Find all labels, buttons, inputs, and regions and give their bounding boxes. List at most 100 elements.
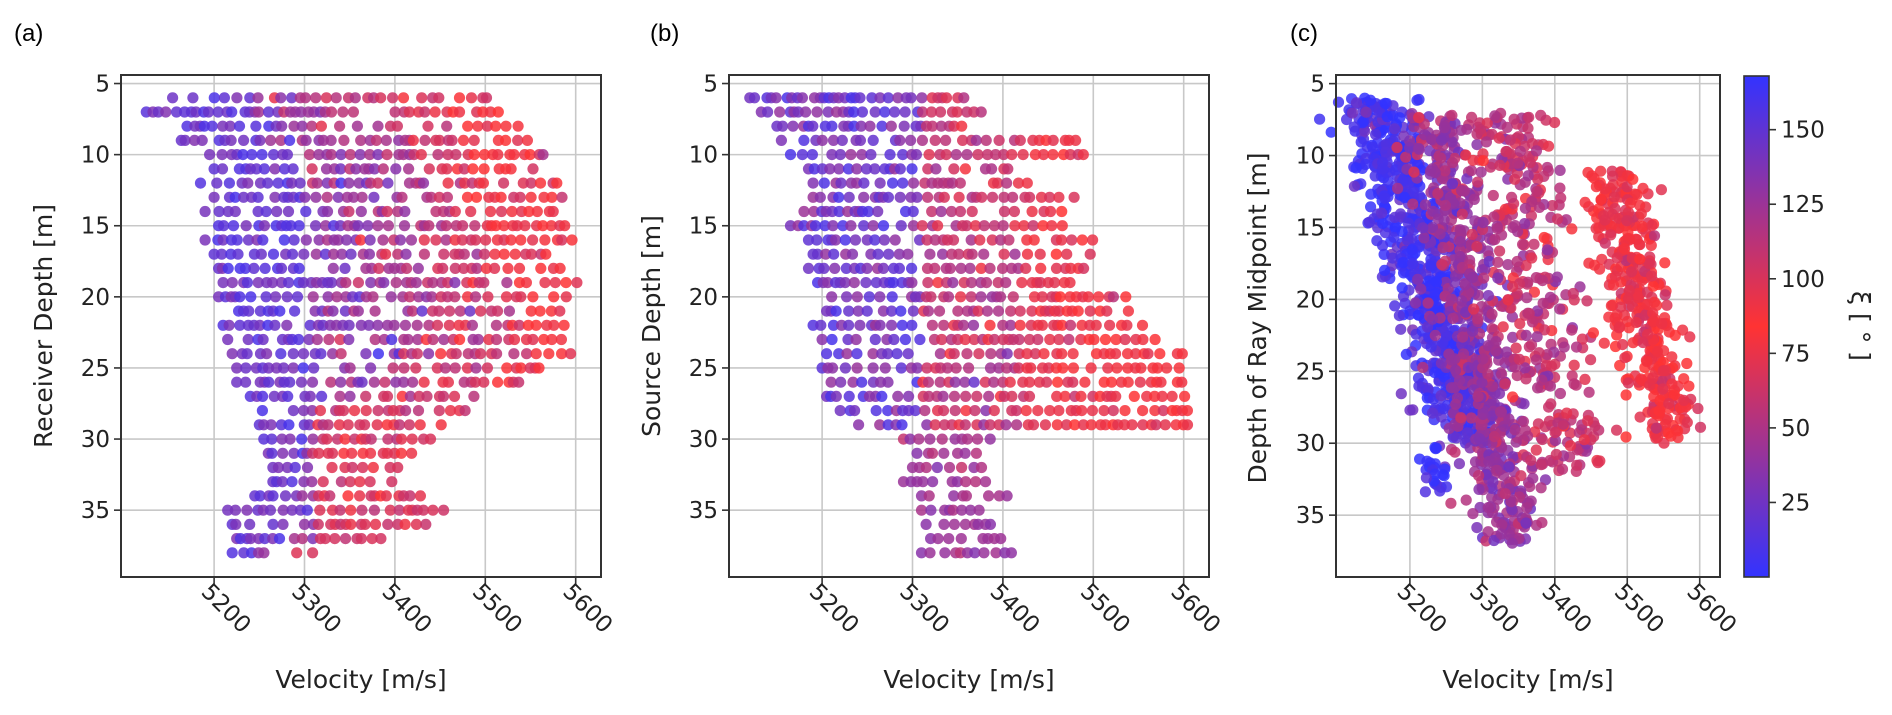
data-point bbox=[263, 106, 275, 118]
data-point bbox=[924, 248, 936, 260]
data-point bbox=[260, 205, 272, 218]
data-point bbox=[1149, 333, 1161, 346]
data-point bbox=[948, 390, 961, 402]
data-point bbox=[1380, 138, 1392, 150]
data-point bbox=[1443, 422, 1455, 434]
data-point bbox=[874, 92, 886, 104]
data-point bbox=[423, 319, 435, 331]
data-point bbox=[1549, 426, 1561, 439]
data-point bbox=[226, 348, 238, 360]
data-point bbox=[848, 277, 860, 289]
data-point bbox=[1051, 390, 1063, 402]
data-point bbox=[811, 248, 824, 260]
data-point bbox=[519, 220, 531, 232]
data-point bbox=[342, 490, 354, 502]
data-point bbox=[1477, 155, 1489, 167]
data-point bbox=[234, 319, 246, 331]
data-point bbox=[1634, 253, 1646, 265]
data-point bbox=[1609, 270, 1621, 282]
data-point bbox=[286, 476, 298, 488]
data-point bbox=[1517, 415, 1529, 428]
data-point bbox=[1496, 368, 1508, 380]
data-point bbox=[974, 234, 986, 246]
data-point bbox=[340, 234, 353, 246]
data-point bbox=[269, 163, 281, 175]
data-point bbox=[1001, 177, 1013, 189]
data-point bbox=[1605, 229, 1617, 241]
data-point bbox=[269, 291, 282, 303]
data-point bbox=[327, 305, 339, 317]
data-point bbox=[179, 134, 191, 146]
data-point bbox=[401, 262, 413, 274]
data-point bbox=[459, 405, 471, 417]
data-point bbox=[1389, 123, 1401, 135]
axes-frame-b bbox=[728, 74, 1210, 578]
data-point bbox=[306, 476, 318, 488]
data-point bbox=[424, 433, 437, 445]
data-point bbox=[1635, 208, 1647, 220]
data-point bbox=[1666, 378, 1678, 390]
data-point bbox=[1389, 300, 1401, 312]
data-point bbox=[1001, 490, 1013, 502]
data-point bbox=[966, 248, 978, 260]
data-point bbox=[226, 277, 238, 289]
data-point bbox=[1445, 293, 1458, 305]
data-point bbox=[512, 120, 524, 132]
data-point bbox=[886, 305, 898, 317]
data-point bbox=[960, 476, 972, 488]
data-point bbox=[1669, 329, 1681, 341]
data-point bbox=[894, 163, 906, 175]
data-point bbox=[1465, 165, 1478, 177]
data-point bbox=[787, 120, 799, 132]
data-point bbox=[1079, 376, 1091, 388]
data-point bbox=[1666, 351, 1678, 363]
data-point bbox=[1063, 333, 1075, 346]
data-point bbox=[418, 248, 430, 260]
data-point bbox=[503, 305, 515, 317]
data-point bbox=[513, 319, 525, 331]
data-point bbox=[1445, 497, 1457, 509]
data-point bbox=[1137, 419, 1149, 431]
data-point bbox=[1044, 405, 1056, 417]
data-point bbox=[1377, 217, 1389, 229]
data-point bbox=[889, 106, 901, 118]
data-point bbox=[819, 220, 831, 232]
data-point bbox=[1462, 361, 1474, 374]
data-point bbox=[1036, 291, 1048, 303]
data-point bbox=[387, 362, 399, 374]
data-point bbox=[1067, 376, 1079, 388]
data-point bbox=[1376, 207, 1388, 219]
y-tick-label: 30 bbox=[1296, 431, 1325, 457]
data-point bbox=[811, 234, 823, 246]
data-point bbox=[1021, 248, 1034, 260]
data-point bbox=[809, 220, 822, 232]
data-point bbox=[259, 262, 271, 274]
data-point bbox=[1468, 193, 1480, 205]
data-point bbox=[242, 333, 254, 346]
data-point bbox=[391, 120, 403, 132]
data-point bbox=[1546, 360, 1558, 372]
data-point bbox=[1503, 413, 1515, 425]
data-point bbox=[382, 518, 394, 531]
data-point bbox=[464, 305, 476, 317]
data-point bbox=[234, 291, 246, 303]
data-point bbox=[371, 419, 383, 431]
data-point bbox=[1634, 199, 1646, 211]
data-point bbox=[1066, 234, 1078, 246]
data-point bbox=[1557, 418, 1569, 430]
data-point bbox=[394, 234, 406, 246]
data-point bbox=[1053, 305, 1065, 317]
data-point bbox=[1141, 390, 1153, 402]
data-point bbox=[1507, 331, 1519, 343]
data-point bbox=[344, 476, 356, 488]
data-point bbox=[961, 220, 973, 232]
x-tick-label: 5200 bbox=[1392, 579, 1452, 639]
data-point bbox=[1056, 205, 1068, 218]
data-point bbox=[882, 348, 894, 360]
data-point bbox=[993, 362, 1005, 374]
data-point bbox=[490, 333, 503, 346]
data-point bbox=[824, 163, 836, 175]
data-point bbox=[1471, 139, 1483, 151]
data-point bbox=[372, 120, 384, 132]
